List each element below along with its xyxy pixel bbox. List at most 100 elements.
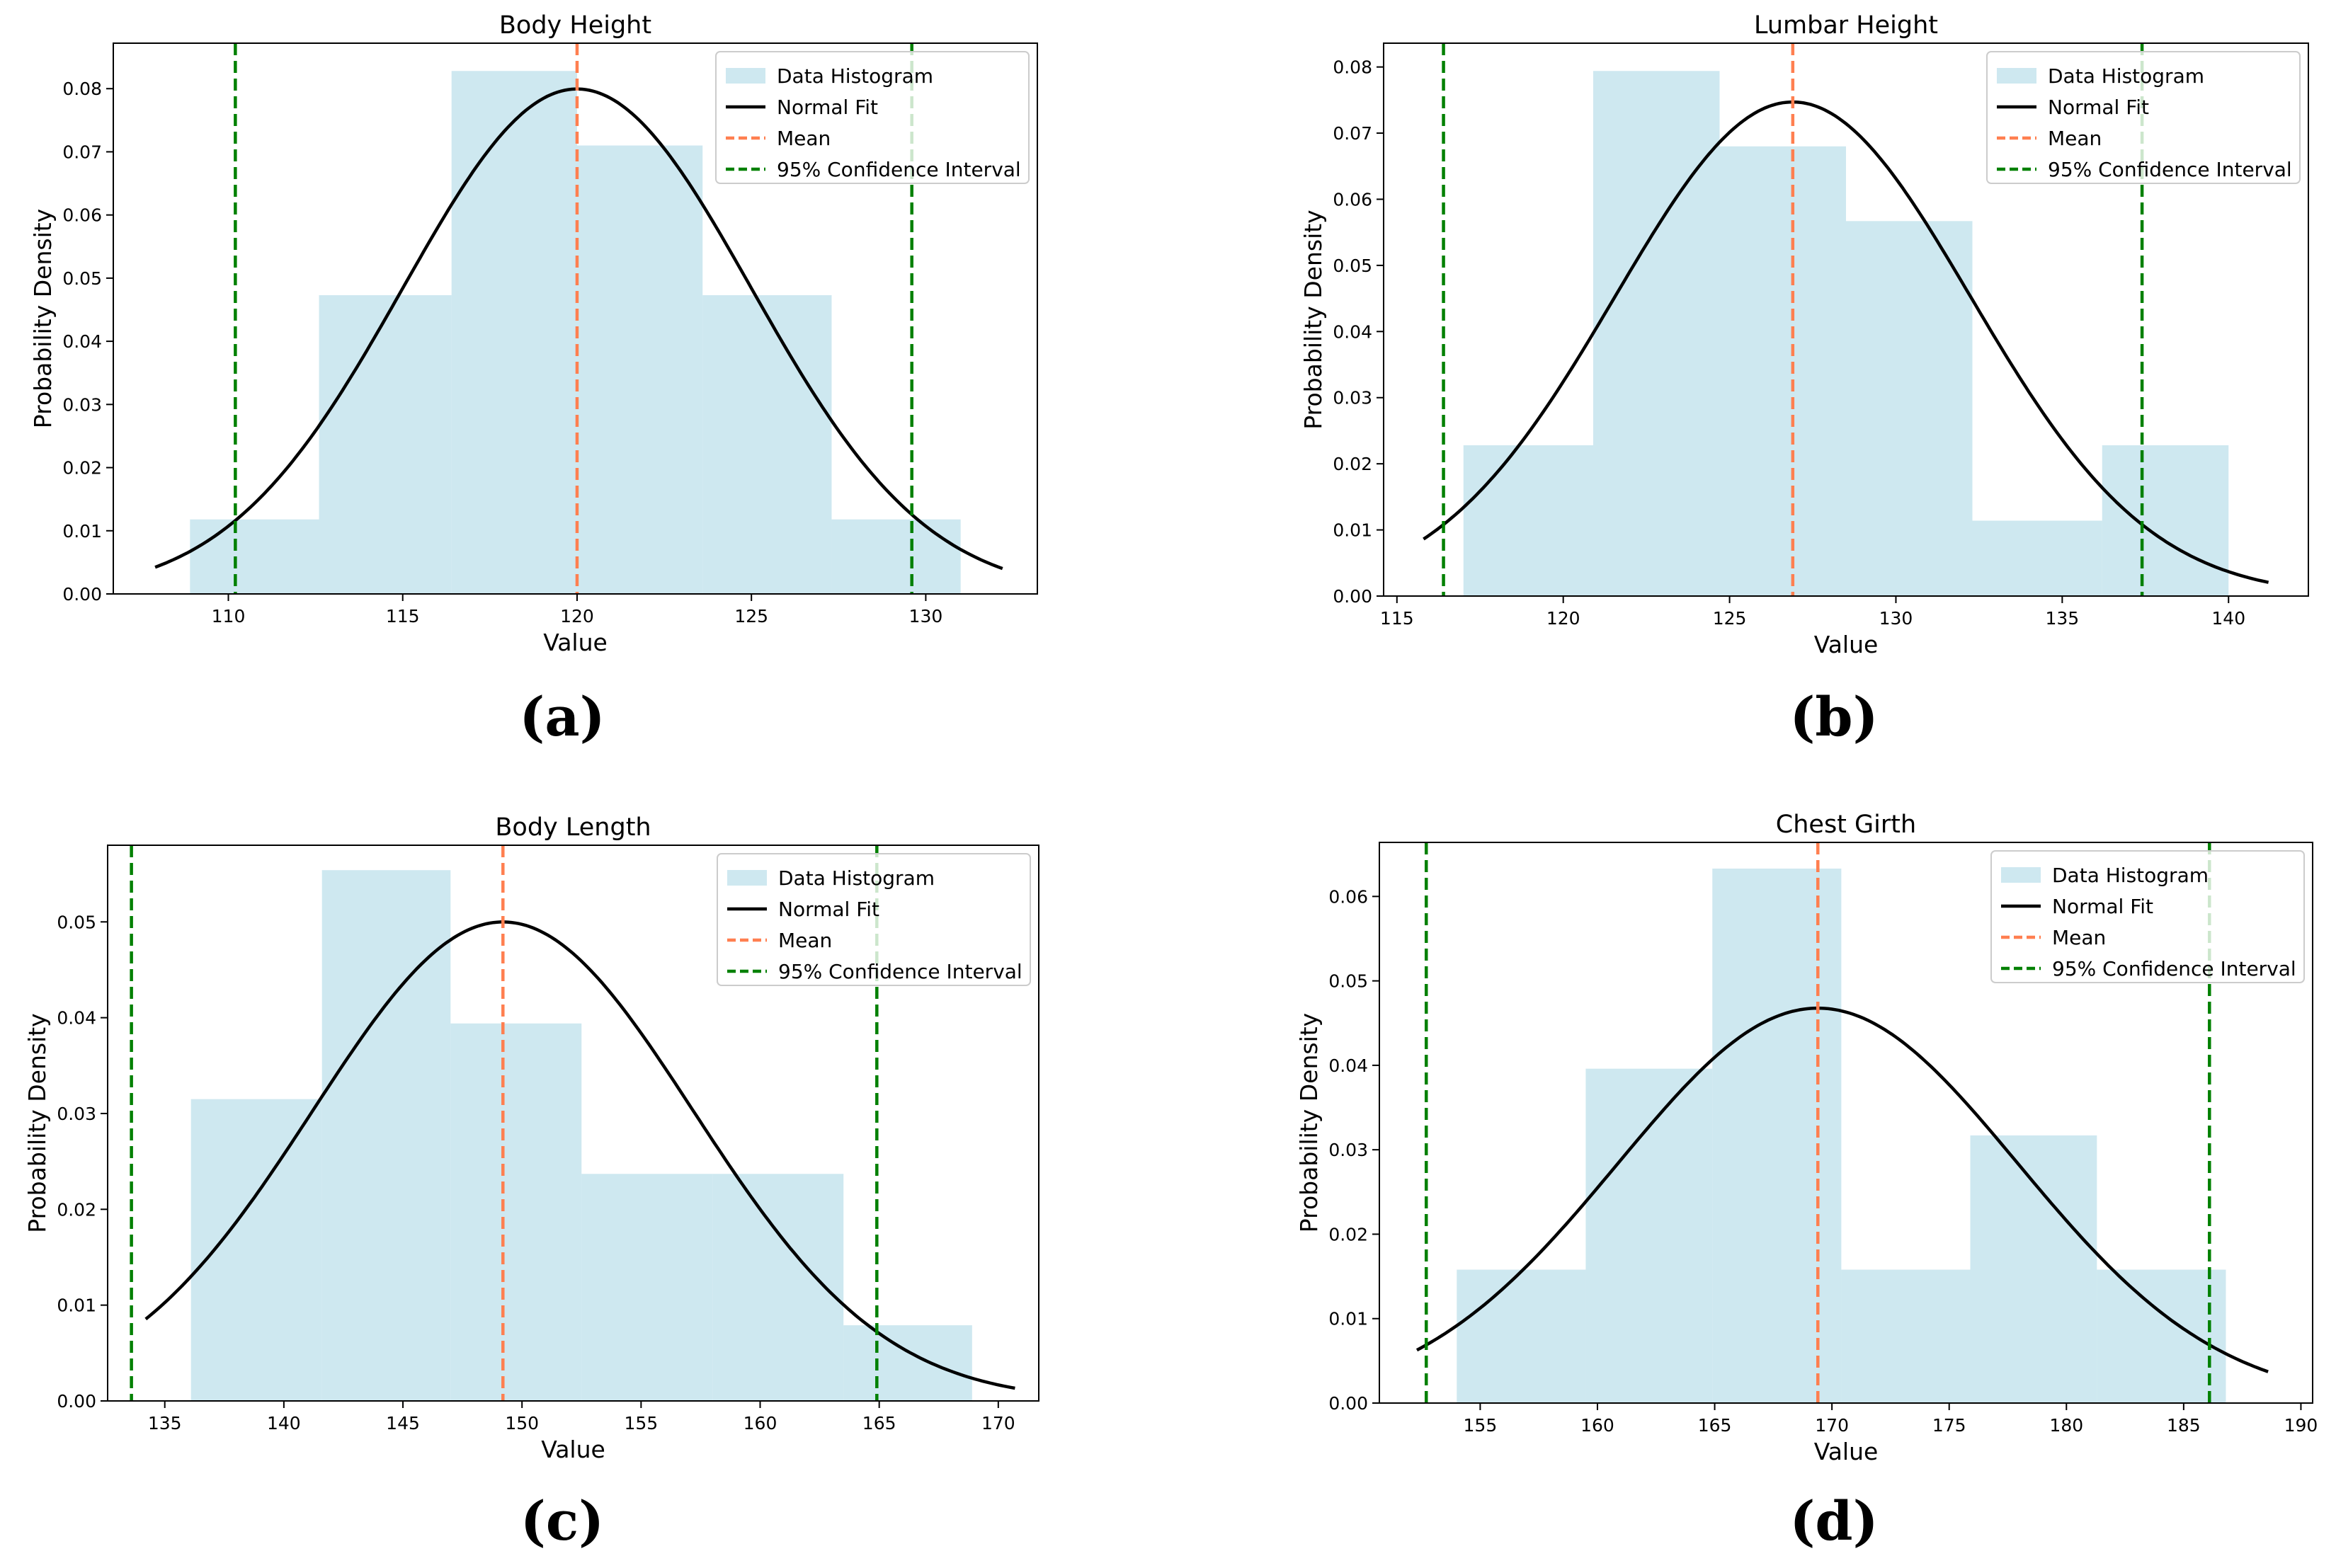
legend-item-normal-fit: Normal Fit: [777, 96, 878, 119]
histogram-bar: [1970, 1135, 2097, 1403]
histogram-bar: [581, 1174, 713, 1401]
histogram-bar: [1841, 1269, 1971, 1403]
x-tick-label: 125: [1713, 608, 1747, 629]
y-tick-label: 0.01: [57, 1295, 96, 1316]
y-tick-label: 0.00: [62, 584, 102, 605]
panel-label-a: (a): [519, 685, 605, 748]
chart-panel-c: 135 140 145 150 155 160 165 170 0.00 0.01 0.02 0.03…: [23, 813, 1039, 1463]
x-tick-label: 130: [909, 606, 943, 626]
y-tick-label: 0.03: [1328, 1140, 1368, 1160]
y-tick-label: 0.01: [1333, 520, 1372, 541]
histogram-bar: [1463, 445, 1593, 596]
panel-label-d: (d): [1789, 1489, 1879, 1552]
x-tick-label: 115: [1380, 608, 1414, 629]
x-tick-label: 150: [505, 1413, 539, 1433]
y-tick-label: 0.01: [1328, 1309, 1368, 1329]
histogram-bar: [2097, 1269, 2226, 1403]
chart-title: Chest Girth: [1776, 811, 1916, 839]
normal-fit-curve: [1423, 100, 2269, 584]
x-tick-label: 175: [1932, 1415, 1966, 1436]
legend-item-confidence-interval: 95% Confidence Interval: [2052, 957, 2296, 980]
y-tick-label: 0.06: [1333, 189, 1372, 210]
x-tick-label: 155: [624, 1413, 658, 1433]
legend: Data Histogram Normal Fit Mean 95% Confiden…: [717, 853, 1031, 986]
legend-item-normal-fit: Normal Fit: [2052, 895, 2153, 918]
y-tick-label: 0.02: [57, 1199, 96, 1220]
histogram-bar: [190, 1099, 322, 1401]
legend-box: [1990, 850, 2305, 983]
x-tick-label: 140: [2211, 608, 2245, 629]
y-tick-label: 0.02: [1333, 454, 1372, 474]
legend: Data Histogram Normal Fit Mean 95% Confiden…: [715, 51, 1030, 184]
histogram-bar: [1585, 1068, 1713, 1403]
x-tick-label: 135: [2046, 608, 2080, 629]
histogram-bar: [1712, 868, 1842, 1403]
y-tick-label: 0.04: [57, 1008, 96, 1029]
y-tick-label: 0.03: [57, 1104, 96, 1124]
y-tick-label: 0.03: [62, 394, 102, 415]
axes-frame: [113, 42, 1038, 595]
histogram-bar: [1719, 146, 1846, 597]
chart-title: Lumbar Height: [1754, 11, 1938, 40]
histogram-bar: [1457, 1269, 1586, 1403]
x-axis-label: Value: [1814, 1438, 1879, 1465]
x-tick-label: 145: [386, 1413, 420, 1433]
y-axis-label: Probability Density: [29, 209, 57, 428]
y-tick-label: 0.02: [1328, 1224, 1368, 1244]
y-tick-label: 0.07: [1333, 123, 1372, 144]
x-tick-label: 170: [981, 1413, 1015, 1433]
x-tick-label: 165: [1698, 1415, 1732, 1436]
x-tick-label: 130: [1879, 608, 1913, 629]
y-axis-label: Probability Density: [1295, 1013, 1323, 1232]
histogram-bar: [2102, 445, 2229, 596]
x-tick-label: 170: [1815, 1415, 1849, 1436]
legend-swatch: [2001, 867, 2041, 883]
y-axis-label: Probability Density: [23, 1013, 51, 1232]
legend-item-mean: Mean: [2048, 127, 2102, 150]
y-tick-label: 0.00: [57, 1391, 96, 1412]
y-tick-label: 0.08: [1333, 57, 1372, 78]
histogram-bar: [831, 519, 961, 594]
x-tick-label: 115: [386, 606, 420, 626]
x-axis-label: Value: [543, 629, 608, 656]
legend-item-normal-fit: Normal Fit: [778, 898, 879, 921]
legend-box: [715, 51, 1030, 184]
x-tick-label: 165: [862, 1413, 896, 1433]
legend-item-histogram: Data Histogram: [778, 866, 935, 890]
legend: Data Histogram Normal Fit Mean 95% Confiden…: [1986, 51, 2301, 184]
histogram-bar: [451, 71, 577, 594]
axes-frame: [1383, 42, 2309, 597]
legend-item-mean: Mean: [777, 127, 831, 150]
histogram-bar: [702, 294, 832, 594]
x-tick-label: 135: [148, 1413, 182, 1433]
histogram-bar: [321, 870, 451, 1401]
legend-item-normal-fit: Normal Fit: [2048, 96, 2149, 119]
histogram-bar: [1846, 221, 1973, 597]
chart-panel-d: 155 160 165 170 175 180 185 190 0.00 0.01 0.02 0.03…: [1295, 811, 2318, 1465]
x-tick-label: 160: [743, 1413, 777, 1433]
histogram-bar: [843, 1325, 972, 1401]
panel-label-b: (b): [1789, 685, 1879, 748]
y-tick-label: 0.05: [62, 268, 102, 289]
y-tick-label: 0.08: [62, 79, 102, 99]
y-tick-label: 0.06: [1328, 886, 1368, 907]
x-axis-label: Value: [1814, 631, 1879, 658]
x-axis-label: Value: [541, 1436, 605, 1463]
y-tick-label: 0.06: [62, 205, 102, 226]
y-tick-label: 0.03: [1333, 388, 1372, 408]
legend: Data Histogram Normal Fit Mean 95% Confiden…: [1990, 850, 2305, 983]
y-tick-label: 0.04: [62, 331, 102, 352]
x-tick-label: 190: [2284, 1415, 2318, 1436]
legend-item-confidence-interval: 95% Confidence Interval: [2048, 158, 2292, 181]
histogram-bar: [319, 294, 452, 594]
x-tick-label: 110: [212, 606, 246, 626]
panel-label-c: (c): [520, 1489, 605, 1552]
x-tick-label: 120: [560, 606, 594, 626]
legend-item-histogram: Data Histogram: [2052, 864, 2209, 887]
y-tick-label: 0.02: [62, 458, 102, 479]
histogram-bar: [1593, 71, 1720, 597]
x-tick-label: 120: [1546, 608, 1580, 629]
histogram-bar: [712, 1174, 844, 1401]
histogram-bar: [576, 145, 703, 595]
